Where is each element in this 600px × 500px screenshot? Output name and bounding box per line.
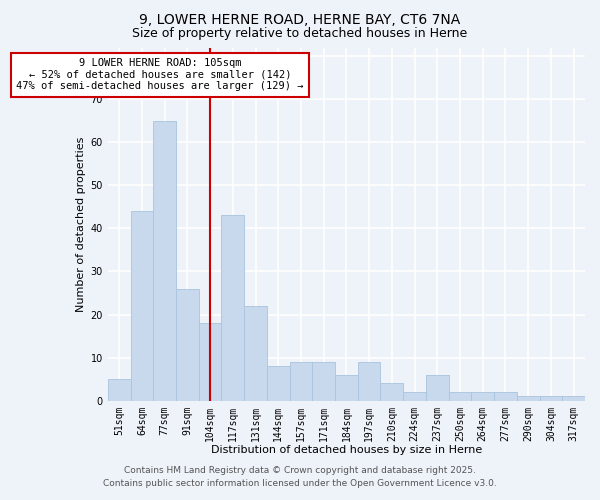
Bar xyxy=(313,362,335,401)
Bar xyxy=(426,375,449,400)
Bar xyxy=(358,362,380,401)
Bar xyxy=(380,384,403,400)
Bar xyxy=(244,306,267,400)
Bar xyxy=(131,211,153,400)
Bar xyxy=(221,216,244,400)
Bar xyxy=(562,396,585,400)
Bar xyxy=(472,392,494,400)
Text: Size of property relative to detached houses in Herne: Size of property relative to detached ho… xyxy=(133,28,467,40)
Text: 9, LOWER HERNE ROAD, HERNE BAY, CT6 7NA: 9, LOWER HERNE ROAD, HERNE BAY, CT6 7NA xyxy=(139,12,461,26)
Bar xyxy=(108,379,131,400)
Bar xyxy=(517,396,539,400)
Bar xyxy=(449,392,472,400)
Bar xyxy=(403,392,426,400)
Bar xyxy=(335,375,358,400)
Bar xyxy=(176,288,199,401)
Bar xyxy=(199,323,221,400)
X-axis label: Distribution of detached houses by size in Herne: Distribution of detached houses by size … xyxy=(211,445,482,455)
Bar xyxy=(539,396,562,400)
Bar xyxy=(494,392,517,400)
Text: Contains HM Land Registry data © Crown copyright and database right 2025.
Contai: Contains HM Land Registry data © Crown c… xyxy=(103,466,497,487)
Bar xyxy=(267,366,290,400)
Y-axis label: Number of detached properties: Number of detached properties xyxy=(76,136,86,312)
Bar xyxy=(153,120,176,400)
Text: 9 LOWER HERNE ROAD: 105sqm
← 52% of detached houses are smaller (142)
47% of sem: 9 LOWER HERNE ROAD: 105sqm ← 52% of deta… xyxy=(16,58,304,92)
Bar xyxy=(290,362,313,401)
